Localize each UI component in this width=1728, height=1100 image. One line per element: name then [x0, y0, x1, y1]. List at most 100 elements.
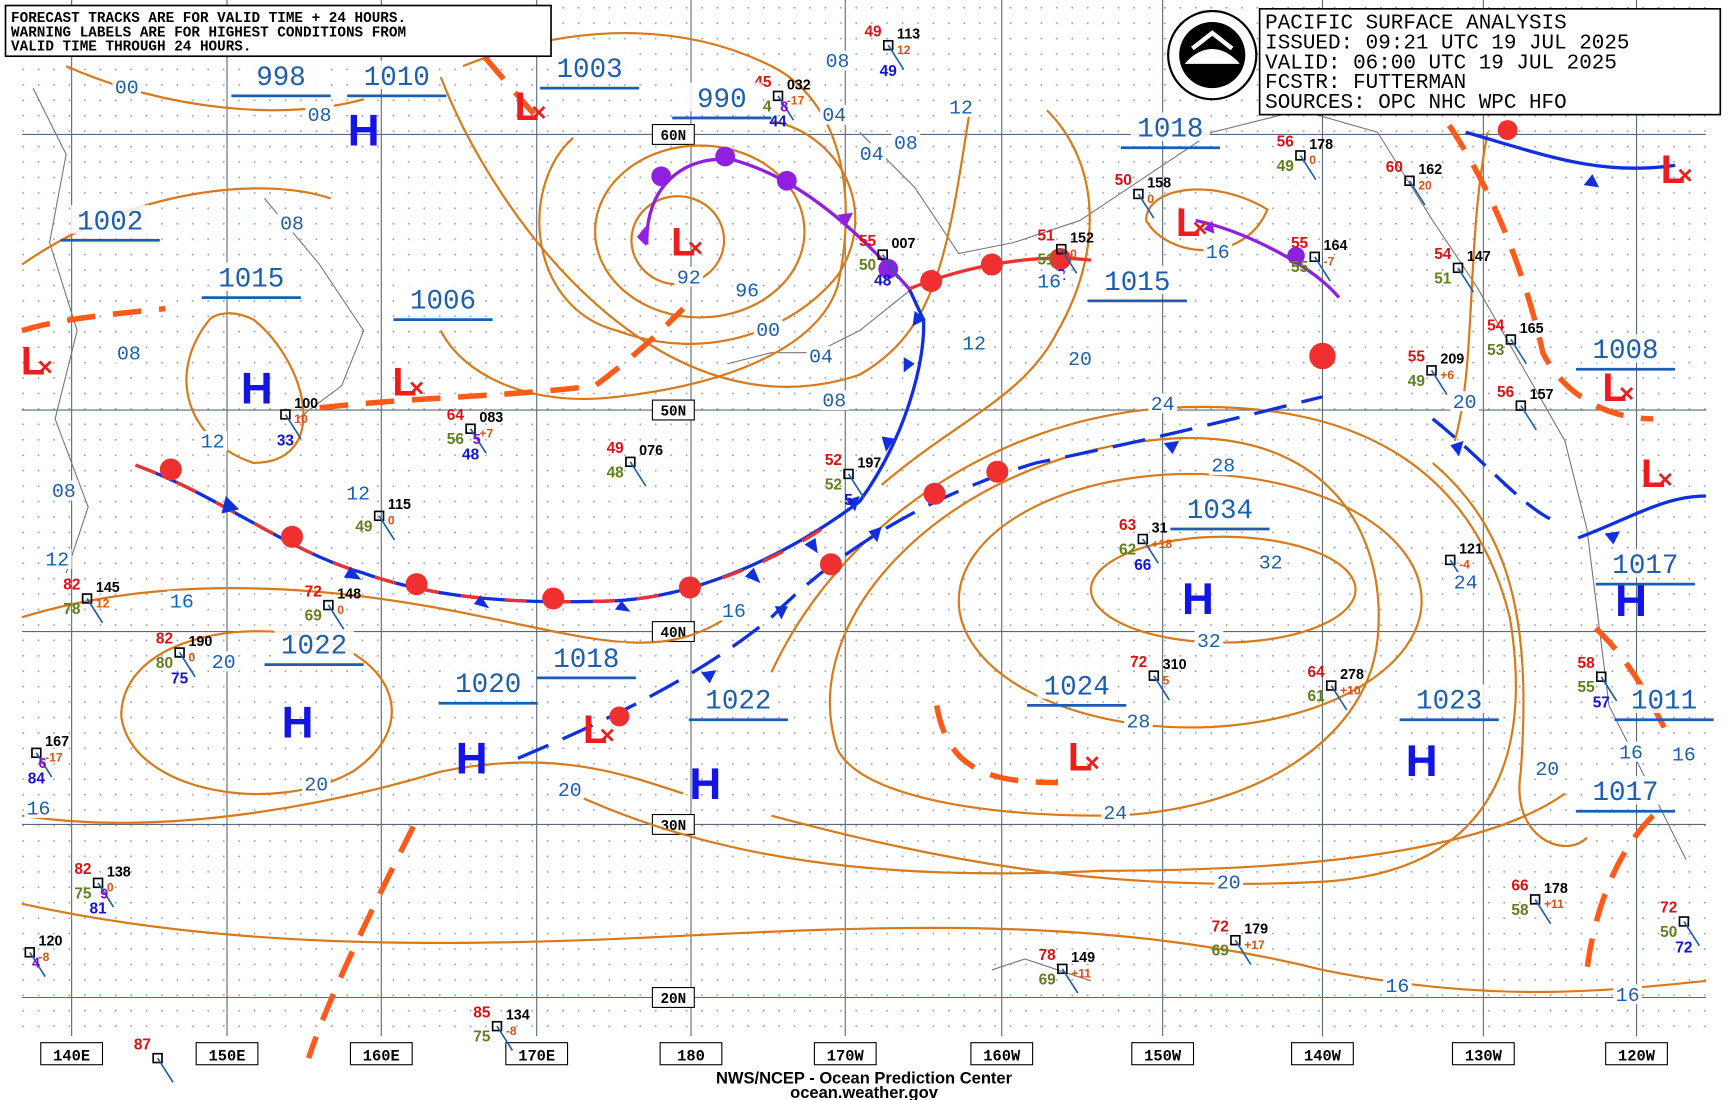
isobar-label-bg [555, 779, 585, 800]
info-line: FCSTR: FUTTERMAN [1265, 72, 1466, 95]
notice: FORECAST TRACKS ARE FOR VALID TIME + 24 … [11, 11, 406, 56]
pressure-label-bg [1130, 112, 1211, 142]
station-d: 75 [473, 1029, 491, 1046]
wind-barb [35, 752, 53, 778]
station-c: -8 [506, 1024, 517, 1038]
info-box [1258, 7, 1722, 116]
station-v: 6 [39, 756, 47, 772]
lat-label-box [651, 399, 695, 421]
isobar-label: 08 [826, 50, 850, 73]
lat-label: 30N [660, 819, 686, 835]
lon-label-box [813, 1042, 877, 1066]
wind-barb [777, 95, 795, 121]
pressure-centers: 998 1010 100399010021015100610181015103410… [21, 52, 1714, 813]
station-t: 64 [447, 407, 465, 424]
station-d: 61 [1308, 688, 1326, 705]
station-t: 66 [1511, 878, 1529, 895]
station-t: 49 [607, 440, 624, 457]
station: 152510512 [1038, 227, 1094, 284]
pressure-label: 1017 [1592, 778, 1658, 809]
isobar-label-bg [305, 104, 334, 125]
station-t: 64 [1308, 664, 1326, 681]
station-p: 032 [787, 77, 811, 93]
station-symbol [883, 39, 894, 51]
pressure-label: 990 [697, 85, 747, 116]
station-t: 49 [864, 23, 881, 40]
wind-barb [1060, 248, 1078, 274]
pressure-label-bg [549, 52, 630, 82]
pressure-label-bg [546, 642, 626, 672]
isobar-label-bg [1034, 271, 1064, 291]
station-c: +18 [1152, 537, 1173, 551]
isobar-label: 32 [1197, 630, 1221, 653]
station-symbol [1452, 262, 1464, 274]
station-c: 20 [1418, 179, 1432, 193]
station-symbol [1057, 963, 1068, 975]
station: 178 66 +11 58 [1511, 878, 1568, 925]
station-w: 33 [277, 432, 295, 449]
station-w: 49 [880, 63, 897, 80]
station-c: +10 [1340, 683, 1361, 697]
wind-barb [178, 652, 196, 678]
station-c: 0 [388, 514, 395, 528]
isobar-label-bg [1194, 630, 1224, 651]
station-d: 49 [355, 518, 372, 535]
pressure-label: 1008 [1592, 336, 1658, 367]
isobar-label: 16 [1616, 984, 1640, 1007]
station: 165 54 53 [1487, 318, 1544, 365]
isobar-label-bg [753, 319, 783, 340]
isobar-label: 28 [1211, 455, 1235, 478]
footer-line: NWS/NCEP - Ocean Prediction Center [716, 1068, 1013, 1087]
isobar-label-bg [1203, 241, 1233, 262]
station-c: +17 [1244, 938, 1265, 952]
station-v: 8 [780, 99, 788, 115]
lon-label: 160W [983, 1047, 1021, 1065]
station-w: 72 [1675, 939, 1692, 956]
notice-box [4, 4, 552, 58]
isobar-label-bg [1148, 393, 1177, 414]
lon-label: 150E [209, 1047, 246, 1065]
lon-label: 150W [1144, 1047, 1182, 1065]
isobar-label-bg [198, 430, 228, 451]
lon-label-box [349, 1042, 413, 1066]
isobar-label-bg [732, 279, 762, 300]
pressure-label: 1023 [1416, 687, 1482, 718]
station-w: 75 [171, 670, 189, 687]
pressure-label: 1015 [1104, 268, 1170, 299]
isobar-label-bg [112, 77, 142, 97]
station-p: 145 [96, 580, 120, 596]
station-symbol [1505, 334, 1517, 345]
lat-label: 20N [660, 992, 686, 1008]
isobar-label: 08 [308, 104, 332, 127]
pressure-label-bg [241, 60, 321, 90]
station-d: 49 [1408, 373, 1425, 390]
isobar-label-bg [1616, 741, 1646, 762]
station: 164 55 -7 55 [1291, 235, 1347, 282]
station-p: 190 [188, 634, 212, 650]
pressure-label: 1022 [281, 632, 347, 663]
station: 076 49 48 [607, 440, 663, 487]
station-symbol [843, 468, 854, 480]
wind-barb [1330, 685, 1348, 711]
station: 120-84 [24, 934, 62, 977]
wind-barb [1510, 339, 1528, 365]
station: 178 56 0 49 [1277, 134, 1333, 181]
low-x [1620, 387, 1634, 400]
wind-barb [1457, 267, 1475, 293]
station-t: 54 [1487, 318, 1505, 335]
pressure-label: 1011 [1631, 687, 1697, 718]
high-center: H [456, 735, 488, 784]
isobar-label-bg [1532, 758, 1562, 779]
station-c: 0 [1070, 247, 1077, 261]
station: 148 72 0 69 [305, 583, 361, 630]
station-p: 197 [857, 455, 881, 471]
station-d: 69 [305, 608, 322, 625]
station-c: 0 [188, 650, 195, 664]
wind-barb [1683, 920, 1701, 947]
station-p: 007 [892, 236, 916, 252]
